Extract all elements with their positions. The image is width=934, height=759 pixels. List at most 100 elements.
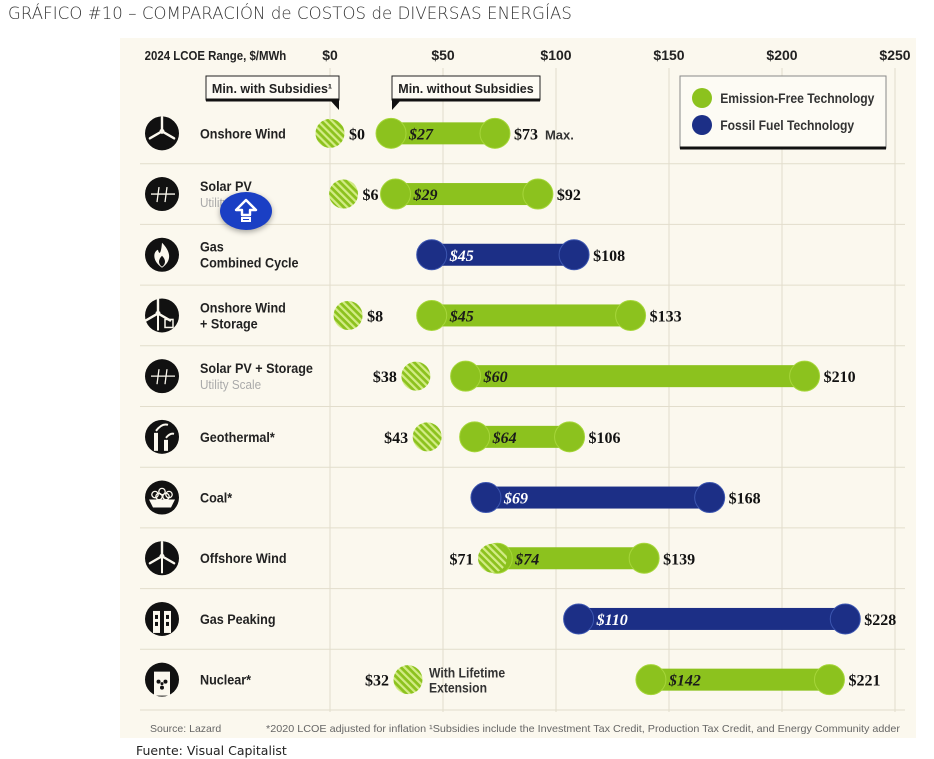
min-marker <box>416 299 448 331</box>
source-caption: Fuente: Visual Capitalist <box>136 743 287 758</box>
max-suffix-label: Max. <box>545 127 574 142</box>
range-bar <box>497 547 645 570</box>
radiation-center <box>160 682 164 686</box>
scroll-to-top-button[interactable] <box>220 192 272 230</box>
flame-shape <box>154 242 170 268</box>
min-value-label: $142 <box>668 673 701 690</box>
subsidized-min-marker <box>401 361 431 391</box>
max-marker <box>558 239 590 271</box>
axis-title: 2024 LCOE Range, $/MWh <box>145 48 287 63</box>
grid: $0 $50 $100 $150 $200 $250 <box>140 47 911 712</box>
panel-line <box>164 369 168 385</box>
chimney <box>154 432 158 451</box>
row-onshore-wind: Onshore Wind $27 $73 Max. $0 <box>145 116 574 151</box>
subsidized-min-marker <box>393 665 423 695</box>
legend-swatch-emission-free <box>692 88 712 108</box>
tick-label-150: $150 <box>653 47 684 63</box>
callouts: Min. with Subsidies¹ Min. without Subsid… <box>205 75 541 110</box>
row-label: Solar PV + Storage <box>200 361 313 377</box>
panel-line <box>156 186 160 203</box>
arrow-up-bar-icon <box>234 198 258 222</box>
max-marker <box>789 360 821 392</box>
footer-note: *2020 LCOE adjusted for inflation ¹Subsi… <box>266 723 901 735</box>
row-geothermal-: Geothermal* $64 $106 $43 <box>145 419 621 454</box>
radiation-blade <box>163 679 168 684</box>
chart-footer: Source: Lazard *2020 LCOE adjusted for i… <box>150 723 901 735</box>
legend-label-emission-free: Emission-Free Technology <box>720 90 875 106</box>
min-marker <box>416 239 448 271</box>
subsidized-min-label: $32 <box>365 673 389 690</box>
subsidized-min-marker <box>315 118 345 148</box>
max-marker <box>694 482 726 514</box>
max-value-label: $108 <box>593 248 625 265</box>
subsidized-note-line2: Extension <box>429 680 487 696</box>
max-marker <box>813 664 845 696</box>
tick-label-50: $50 <box>431 47 455 63</box>
coal-lump <box>151 490 159 499</box>
tick-label-0: $0 <box>322 47 338 63</box>
gas-peaking-icon <box>145 601 179 636</box>
steam <box>155 423 169 432</box>
max-value-label: $73 <box>514 126 538 143</box>
max-marker <box>615 299 647 331</box>
legend-label-fossil: Fossil Fuel Technology <box>720 117 855 133</box>
row-label: Geothermal* <box>200 429 276 445</box>
subsidized-min-label: $6 <box>363 187 379 204</box>
tower-window <box>166 614 169 619</box>
footer-source: Source: Lazard <box>150 723 221 735</box>
subsidized-min-label: $8 <box>367 308 383 325</box>
min-marker <box>563 603 595 635</box>
range-bar <box>395 183 538 206</box>
min-value-label: $60 <box>483 369 508 386</box>
max-marker <box>628 542 660 574</box>
tick-label-200: $200 <box>766 47 797 63</box>
max-value-label: $133 <box>650 308 682 325</box>
min-marker <box>470 482 502 514</box>
range-bar <box>465 365 805 388</box>
row-onshore-wind: Onshore Wind+ Storage $45 $133 $8 <box>144 298 682 333</box>
subsidized-note-line1: With Lifetime <box>429 665 505 681</box>
max-value-label: $168 <box>729 491 761 508</box>
range-bar <box>431 243 575 266</box>
max-marker <box>522 178 554 210</box>
battery-shape <box>164 318 174 329</box>
subsidized-min-marker <box>412 422 442 452</box>
min-value-label: $45 <box>449 308 474 325</box>
range-bar <box>391 122 495 145</box>
panel-line <box>156 369 160 385</box>
row-label: Onshore Wind <box>200 300 286 316</box>
subsidized-min-marker <box>333 300 363 330</box>
min-value-label: $74 <box>514 551 539 568</box>
min-marker <box>375 117 407 149</box>
tower-window <box>155 621 158 626</box>
axis-header: 2024 LCOE Range, $/MWh <box>145 48 287 63</box>
row-offshore-wind: Offshore Wind $74 $139 $71 <box>145 541 695 576</box>
min-marker <box>450 360 482 392</box>
max-marker <box>554 421 586 453</box>
row-label: Solar PV <box>200 178 252 194</box>
range-bar <box>650 668 830 691</box>
min-marker <box>635 664 667 696</box>
chart-svg: $0 $50 $100 $150 $200 $250 2024 LCOE Range, $… <box>120 47 911 735</box>
max-value-label: $221 <box>848 673 880 690</box>
panel-line <box>164 186 168 203</box>
max-value-label: $106 <box>589 430 621 447</box>
subsidized-min-label: $0 <box>349 126 365 143</box>
min-marker <box>380 178 412 210</box>
tick-label-100: $100 <box>540 47 571 63</box>
tick-label-250: $250 <box>879 47 910 63</box>
subsidized-min-label: $38 <box>373 369 397 386</box>
subsidized-min-label: $71 <box>449 551 473 568</box>
radiation-blade <box>156 679 161 684</box>
max-marker <box>479 117 511 149</box>
lcoe-chart: $0 $50 $100 $150 $200 $250 2024 LCOE Range, $… <box>120 38 916 738</box>
min-value-label: $27 <box>408 126 434 143</box>
min-value-label: $69 <box>503 491 528 508</box>
row-gas-peaking: Gas Peaking $110 $228 <box>145 601 896 636</box>
rows: Onshore Wind $27 $73 Max. $0 Solar PV Utility … <box>120 116 896 697</box>
tower-window <box>155 614 158 619</box>
max-value-label: $139 <box>663 551 695 568</box>
